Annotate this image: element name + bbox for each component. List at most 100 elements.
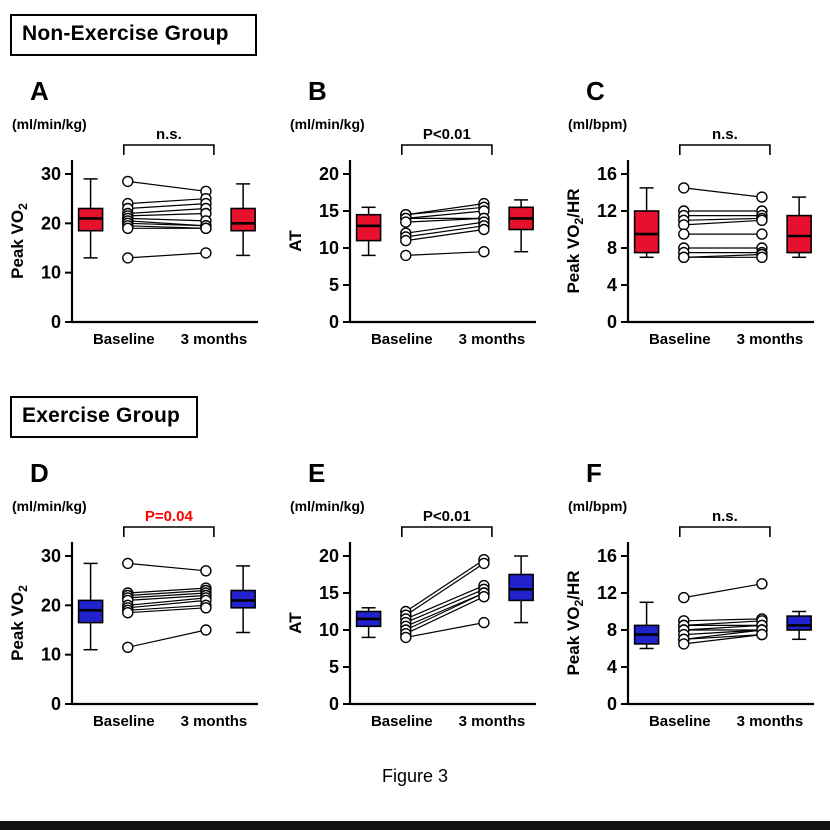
sig-bracket [679,526,771,537]
pair-line [127,198,206,205]
pair-line [405,251,484,256]
y-tick-label: 10 [319,238,339,258]
y-tick-label: 12 [597,583,617,603]
baseline-boxplot-box [633,210,660,254]
data-point-baseline [678,219,690,231]
pair-line [405,596,485,635]
data-point-3months [200,247,212,259]
pair-line [683,634,762,640]
pair-line [127,629,207,648]
y-axis-title: AT [286,230,305,252]
data-point-baseline [122,222,134,235]
data-point-3months [756,191,768,203]
pair-line [405,588,485,624]
pair-line [683,583,763,599]
group-header-exercise: Exercise Group [10,396,199,438]
y-tick-label: 20 [319,546,339,566]
data-point-3months [756,214,768,227]
pair-line [405,622,485,638]
sig-label: P<0.01 [423,508,471,525]
pair-line [405,221,485,234]
unit-label: (ml/bpm) [568,498,627,514]
sig-label: n.s. [712,126,738,143]
y-axis-title: Peak VO2/HR [564,570,586,675]
panel-letter: E [308,458,325,488]
data-point-baseline [400,631,412,644]
pair-line [127,203,206,210]
x-label-3months: 3 months [737,331,804,348]
x-label-baseline: Baseline [649,331,711,348]
y-tick-label: 20 [41,595,61,615]
data-point-baseline [678,228,690,240]
pair-line [405,228,485,242]
panel-E-chart: E (ml/min/kg) P<0.01 0 5 10 15 20 AT Baseline 3 mo… [286,458,536,730]
pair-line [127,207,206,215]
sig-bracket [679,144,771,155]
baseline-boxplot-box [355,213,382,242]
sig-bracket [123,526,215,537]
3months-boxplot-box [508,573,534,602]
y-tick-label: 10 [41,263,61,283]
sig-label: n.s. [712,508,738,525]
pair-line [683,217,762,221]
panel-row-non-exercise: A (ml/min/kg) n.s. 0 10 20 30 Peak VO2 Baseline 3… [0,66,830,358]
sig-bracket [401,526,493,537]
panel-a: A (ml/min/kg) n.s. 0 10 20 30 Peak VO2 Baseline 3… [6,66,268,358]
data-point-3months [756,578,768,590]
y-tick-label: 4 [607,275,617,295]
pair-line [683,629,762,636]
x-label-baseline: Baseline [93,713,155,730]
pair-line [405,562,485,616]
y-tick-label: 0 [51,312,61,332]
pair-line [683,620,762,626]
data-point-baseline [122,606,134,619]
y-tick-label: 10 [41,645,61,665]
data-point-3months [756,228,768,240]
sig-label: P<0.01 [423,126,471,143]
y-tick-label: 30 [41,164,61,184]
pair-line [683,618,762,622]
sig-label: n.s. [156,126,182,143]
data-point-baseline [400,249,412,262]
3months-boxplot-box [786,615,812,631]
x-label-baseline: Baseline [371,713,433,730]
panel-row-exercise: D (ml/min/kg) P=0.04 0 10 20 30 Peak VO2 Baselin… [0,448,830,740]
panel-D-chart: D (ml/min/kg) P=0.04 0 10 20 30 Peak VO2 Baselin… [8,458,258,730]
y-axis-title: Peak VO2 [8,203,30,279]
data-point-baseline [122,557,134,570]
group-header-non-exercise-label: Non-Exercise Group [22,22,229,45]
panel-f: F (ml/bpm) n.s. 0 4 8 12 16 Peak VO2/HR Baseline 3… [562,448,824,740]
panel-b: B (ml/min/kg) P<0.01 0 5 10 15 20 AT Baseline 3 mo… [284,66,546,358]
unit-label: (ml/min/kg) [12,498,87,514]
pair-line [127,587,206,594]
panel-letter: D [30,458,49,488]
panel-e: E (ml/min/kg) P<0.01 0 5 10 15 20 AT Baseline 3 mo… [284,448,546,740]
y-tick-label: 16 [597,164,617,184]
pair-line [405,559,485,613]
x-label-3months: 3 months [737,713,804,730]
y-tick-label: 20 [41,213,61,233]
data-point-baseline [678,638,690,650]
figure-page: Non-Exercise Group A (ml/min/kg) n.s. 0 10 20… [0,14,830,830]
pair-line [127,212,206,217]
x-label-baseline: Baseline [371,331,433,348]
unit-label: (ml/bpm) [568,116,627,132]
pair-line [127,604,206,611]
pair-line [127,599,206,609]
bottom-bar [0,821,830,830]
data-point-3months [478,245,490,258]
pair-line [127,589,206,597]
pair-line [127,562,206,572]
data-point-baseline [400,234,412,247]
sig-bracket [123,144,215,155]
panel-letter: C [586,76,605,106]
pair-line [127,597,206,606]
pair-line [405,585,485,620]
panel-d: D (ml/min/kg) P=0.04 0 10 20 30 Peak VO2 Baselin… [6,448,268,740]
data-point-baseline [122,175,134,188]
pair-line [127,252,206,259]
y-tick-label: 15 [319,201,339,221]
data-point-3months [478,590,490,603]
3months-boxplot-box [230,207,256,232]
y-axis-title: Peak VO2 [8,585,30,661]
